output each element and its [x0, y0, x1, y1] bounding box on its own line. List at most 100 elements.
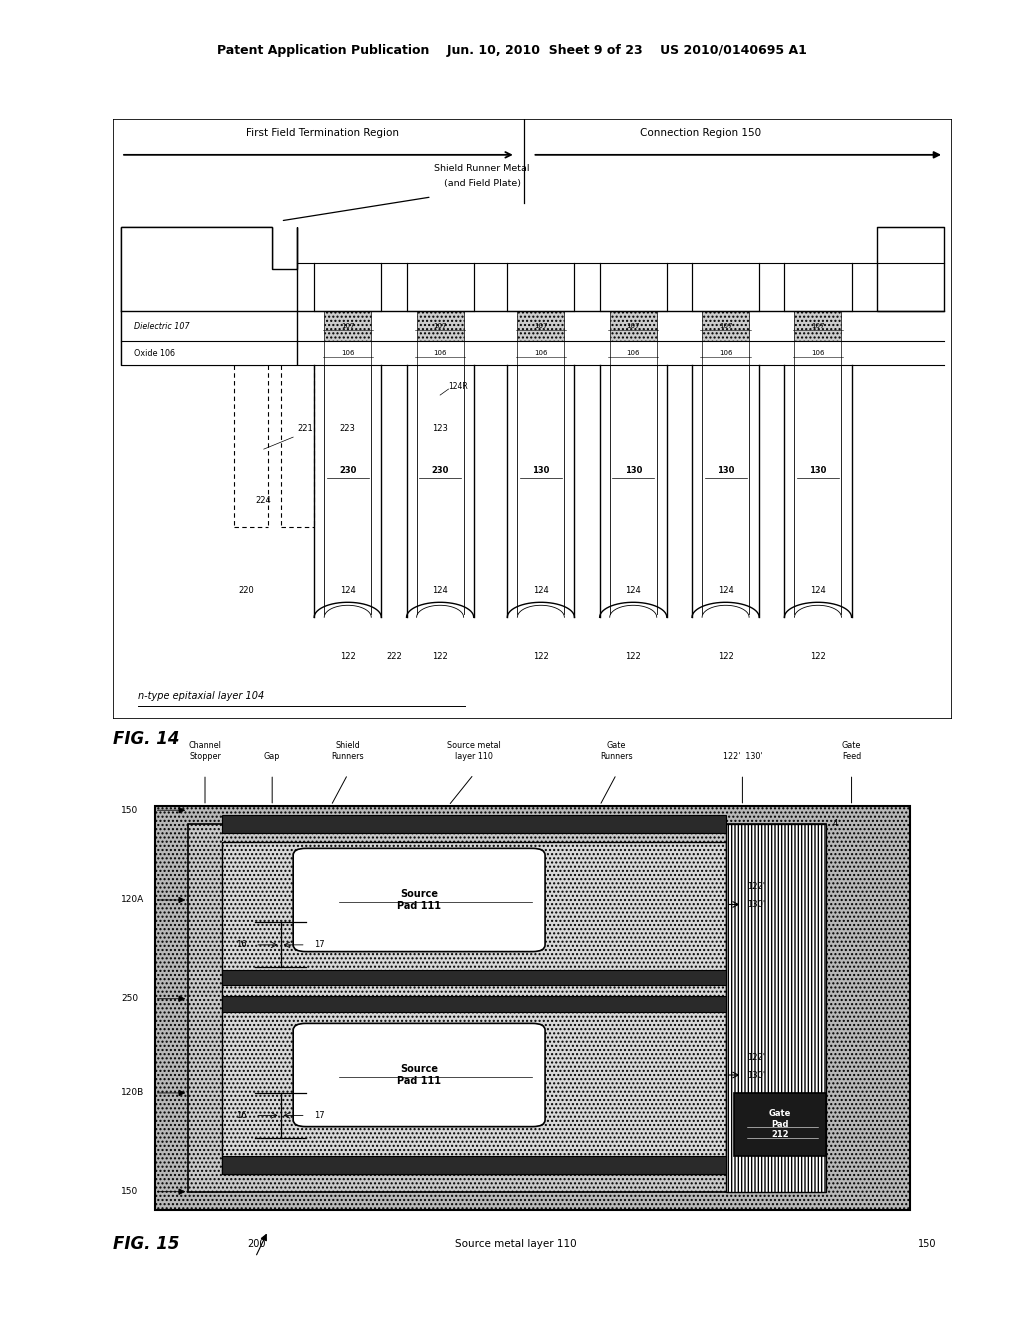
Text: 107: 107 — [719, 323, 732, 329]
Text: 221: 221 — [297, 424, 313, 433]
Text: FIG. 14: FIG. 14 — [113, 730, 179, 747]
Bar — [795, 341, 842, 366]
Bar — [517, 341, 564, 366]
Text: 130: 130 — [717, 466, 734, 475]
Text: 130: 130 — [532, 466, 550, 475]
Text: Patent Application Publication    Jun. 10, 2010  Sheet 9 of 23    US 2010/014069: Patent Application Publication Jun. 10, … — [217, 45, 807, 57]
Text: 222: 222 — [386, 652, 401, 661]
Text: 120A: 120A — [121, 895, 144, 904]
Text: 122': 122' — [746, 882, 765, 891]
Text: 124: 124 — [340, 586, 355, 595]
Text: 122: 122 — [340, 652, 355, 661]
Text: 130': 130' — [746, 900, 765, 909]
Text: Gap: Gap — [264, 752, 281, 760]
Text: 122': 122' — [746, 1052, 765, 1061]
Bar — [188, 824, 826, 1192]
FancyBboxPatch shape — [293, 1023, 545, 1127]
Bar — [609, 312, 656, 341]
Bar — [600, 263, 667, 312]
Text: Source
Pad 111: Source Pad 111 — [397, 1064, 441, 1086]
Bar — [325, 312, 372, 341]
Text: 16: 16 — [237, 940, 247, 949]
Text: 122: 122 — [432, 652, 447, 661]
Text: 16: 16 — [237, 1111, 247, 1119]
Text: 123: 123 — [432, 424, 449, 433]
Bar — [417, 341, 464, 366]
Text: 150: 150 — [121, 805, 138, 814]
Text: 106: 106 — [719, 350, 732, 356]
Text: 122: 122 — [718, 652, 733, 661]
Text: 124: 124 — [432, 586, 447, 595]
Text: Gate
Runners: Gate Runners — [600, 742, 633, 760]
Text: Gate
Feed: Gate Feed — [842, 742, 861, 760]
Text: 4: 4 — [833, 820, 838, 828]
Text: 107: 107 — [433, 323, 446, 329]
Bar — [121, 227, 272, 312]
Text: First Field Termination Region: First Field Termination Region — [246, 128, 399, 137]
Bar — [609, 341, 656, 366]
Text: Shield
Runners: Shield Runners — [332, 742, 365, 760]
Text: 150: 150 — [918, 1239, 936, 1249]
Text: 124R: 124R — [449, 381, 468, 391]
Text: Gate
Pad
212: Gate Pad 212 — [769, 1110, 792, 1139]
Text: 106: 106 — [627, 350, 640, 356]
Bar — [417, 312, 464, 341]
Text: 124: 124 — [626, 586, 641, 595]
Bar — [121, 312, 264, 341]
Text: 130': 130' — [746, 1071, 765, 1080]
Bar — [784, 263, 852, 312]
Bar — [692, 263, 759, 312]
Text: Dielectric 107: Dielectric 107 — [133, 322, 189, 331]
Text: 120B: 120B — [121, 1089, 144, 1097]
Text: 130: 130 — [809, 466, 826, 475]
Bar — [222, 1156, 726, 1173]
Text: 200: 200 — [247, 1239, 265, 1249]
Text: (and Field Plate): (and Field Plate) — [443, 180, 520, 187]
Bar — [726, 824, 826, 1192]
Text: 17: 17 — [314, 1111, 325, 1119]
Text: Source metal layer 110: Source metal layer 110 — [455, 1239, 577, 1249]
Text: 250: 250 — [121, 994, 138, 1003]
FancyBboxPatch shape — [293, 849, 545, 952]
Bar — [222, 814, 726, 833]
Text: 107: 107 — [627, 323, 640, 329]
Text: 106: 106 — [433, 350, 446, 356]
Bar — [121, 341, 264, 366]
Text: 122'  130': 122' 130' — [723, 752, 762, 760]
Text: Source
Pad 111: Source Pad 111 — [397, 890, 441, 911]
Bar — [507, 263, 574, 312]
Bar — [734, 1093, 826, 1156]
Bar — [314, 263, 381, 312]
Text: 223: 223 — [340, 424, 355, 433]
Text: 230: 230 — [339, 466, 356, 475]
Text: 224: 224 — [255, 496, 271, 506]
Bar — [222, 997, 726, 1012]
Text: FIG. 15: FIG. 15 — [113, 1236, 179, 1253]
Text: 106: 106 — [535, 350, 548, 356]
Text: 124: 124 — [718, 586, 733, 595]
Text: 106: 106 — [341, 350, 354, 356]
Text: 124: 124 — [534, 586, 549, 595]
Text: 122: 122 — [626, 652, 641, 661]
Text: Oxide 106: Oxide 106 — [133, 348, 175, 358]
Bar — [795, 312, 842, 341]
Text: 130: 130 — [625, 466, 642, 475]
Text: 106: 106 — [811, 350, 824, 356]
Polygon shape — [121, 227, 297, 366]
Text: n-type epitaxial layer 104: n-type epitaxial layer 104 — [138, 692, 264, 701]
Text: 122: 122 — [810, 652, 825, 661]
Bar — [222, 969, 726, 985]
Text: 122: 122 — [534, 652, 549, 661]
Bar — [702, 341, 750, 366]
Bar — [702, 312, 750, 341]
Bar — [222, 842, 726, 1173]
Text: 107: 107 — [341, 323, 354, 329]
Text: 230: 230 — [431, 466, 449, 475]
Text: 17: 17 — [314, 940, 325, 949]
Text: 150: 150 — [121, 1187, 138, 1196]
Bar — [325, 341, 372, 366]
Text: Source metal
layer 110: Source metal layer 110 — [446, 742, 501, 760]
Text: 220: 220 — [239, 586, 254, 595]
Bar — [517, 312, 564, 341]
Bar — [407, 263, 474, 312]
